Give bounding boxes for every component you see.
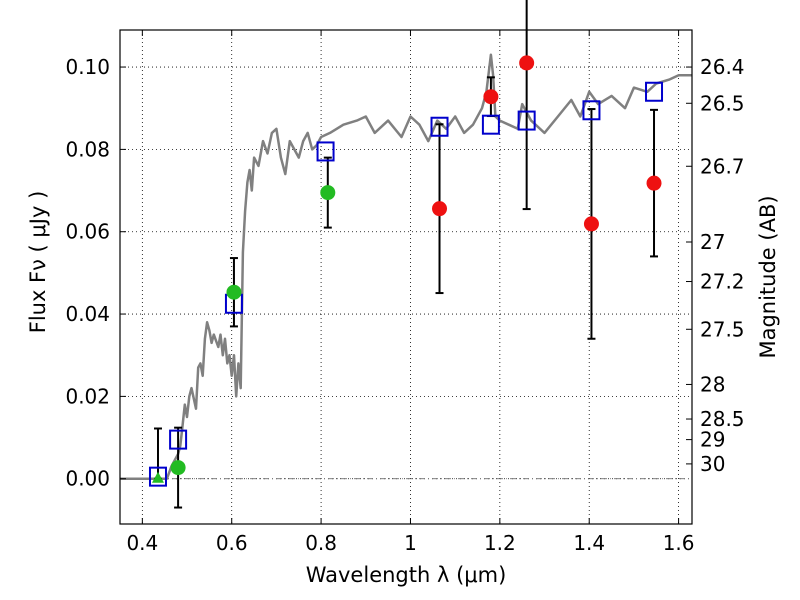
- magnitude-tick-label: 27: [700, 230, 725, 254]
- x-tick-label: 1: [404, 531, 417, 555]
- magnitude-axis-label: Magnitude (AB): [756, 195, 780, 358]
- x-tick-label: 0.6: [216, 531, 248, 555]
- model-sed-line: [120, 53, 692, 480]
- upper-limit-marker: [151, 471, 164, 483]
- optical-data-point: [226, 284, 242, 300]
- magnitude-tick-label: 26.7: [700, 154, 745, 178]
- model-photometry-point: [645, 81, 664, 102]
- plot-frame: [119, 29, 693, 525]
- optical-data-point: [170, 460, 186, 476]
- y-tick-label: 0.02: [65, 384, 110, 408]
- magnitude-tick-label: 27.5: [700, 317, 745, 341]
- x-tick-label: 1.6: [663, 531, 695, 555]
- model-photometry-point: [430, 116, 449, 137]
- magnitude-tick-label: 26.4: [700, 55, 745, 79]
- ticks-group: 0.4 0.6 0.8 1 1.2 1.4 1.6 0.00 0.02 0.04 0.06 0.08 0…: [65, 30, 745, 555]
- y-tick-label: 0.04: [65, 302, 110, 326]
- model-photometry-point: [582, 100, 601, 121]
- y-axis-label: Flux Fν ( μJy ): [26, 191, 50, 334]
- model-photometry-point: [517, 110, 536, 131]
- magnitude-tick-label: 28.5: [700, 407, 745, 431]
- nir-data-point: [583, 216, 599, 232]
- nir-data-point: [519, 55, 535, 71]
- model-photometry-point: [169, 429, 188, 450]
- nir-data-point: [646, 175, 662, 191]
- markers-group: [148, 55, 664, 487]
- x-axis-label: Wavelength λ (μm): [306, 563, 507, 587]
- magnitude-tick-label: 26.5: [700, 91, 745, 115]
- y-tick-label: 0.00: [65, 467, 110, 491]
- y-tick-label: 0.08: [65, 137, 110, 161]
- model-photometry-point: [148, 466, 167, 487]
- x-tick-label: 1.2: [484, 531, 516, 555]
- magnitude-tick-label: 30: [700, 452, 725, 476]
- model-photometry-point: [316, 141, 335, 162]
- optical-data-point: [320, 185, 336, 201]
- y-tick-label: 0.10: [65, 55, 110, 79]
- grid: [120, 30, 692, 524]
- x-tick-label: 0.8: [305, 531, 337, 555]
- x-tick-label: 0.4: [126, 531, 158, 555]
- x-tick-label: 1.4: [573, 531, 605, 555]
- nir-data-point: [483, 89, 499, 105]
- magnitude-tick-label: 27.2: [700, 270, 745, 294]
- magnitude-tick-label: 29: [700, 428, 725, 452]
- model-photometry-point: [481, 114, 500, 135]
- model-sed-group: [120, 53, 692, 480]
- nir-data-point: [432, 201, 448, 217]
- y-tick-label: 0.06: [65, 220, 110, 244]
- magnitude-tick-label: 28: [700, 372, 725, 396]
